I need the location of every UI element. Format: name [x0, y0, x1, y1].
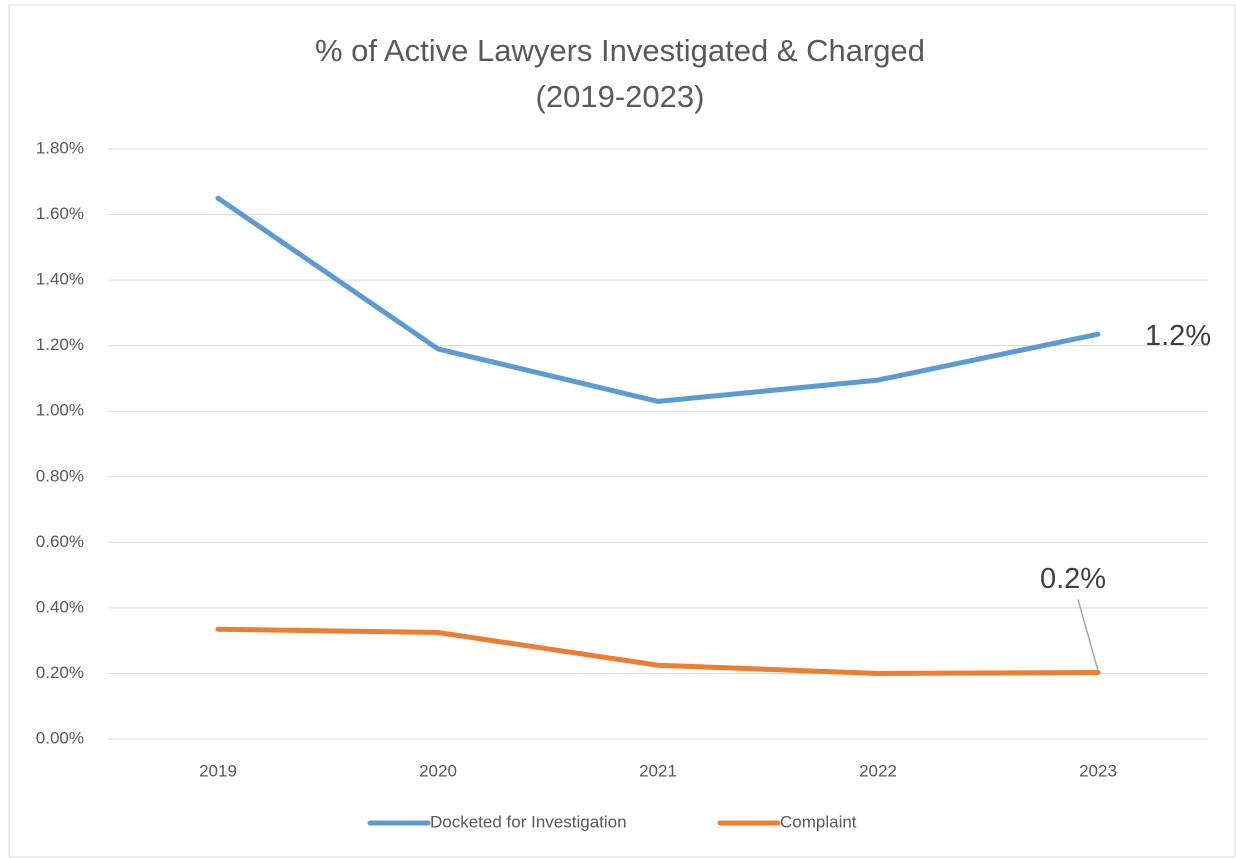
- y-tick-label: 0.40%: [36, 597, 84, 616]
- x-tick-label: 2020: [419, 761, 457, 780]
- legend-label: Docketed for Investigation: [430, 812, 627, 831]
- y-tick-label: 0.00%: [36, 728, 84, 747]
- y-tick-label: 0.20%: [36, 663, 84, 682]
- y-tick-label: 1.00%: [36, 401, 84, 420]
- data-label: 0.2%: [1040, 563, 1106, 595]
- chart-title: (2019-2023): [536, 79, 705, 114]
- y-tick-label: 1.80%: [36, 138, 84, 157]
- y-tick-label: 1.60%: [36, 204, 84, 223]
- x-tick-label: 2023: [1079, 761, 1117, 780]
- chart-title: % of Active Lawyers Investigated & Charg…: [315, 33, 925, 68]
- leader-line: [1077, 599, 1099, 671]
- x-tick-label: 2019: [199, 761, 237, 780]
- data-label: 1.2%: [1145, 320, 1211, 352]
- legend-label: Complaint: [780, 812, 857, 831]
- y-tick-label: 1.40%: [36, 270, 84, 289]
- x-tick-label: 2021: [639, 761, 677, 780]
- series-line: [215, 195, 1101, 404]
- y-tick-label: 0.60%: [36, 532, 84, 551]
- x-tick-label: 2022: [859, 761, 897, 780]
- y-tick-label: 1.20%: [36, 335, 84, 354]
- series-line: [215, 626, 1101, 676]
- y-tick-label: 0.80%: [36, 466, 84, 485]
- chart-border: [8, 4, 1236, 858]
